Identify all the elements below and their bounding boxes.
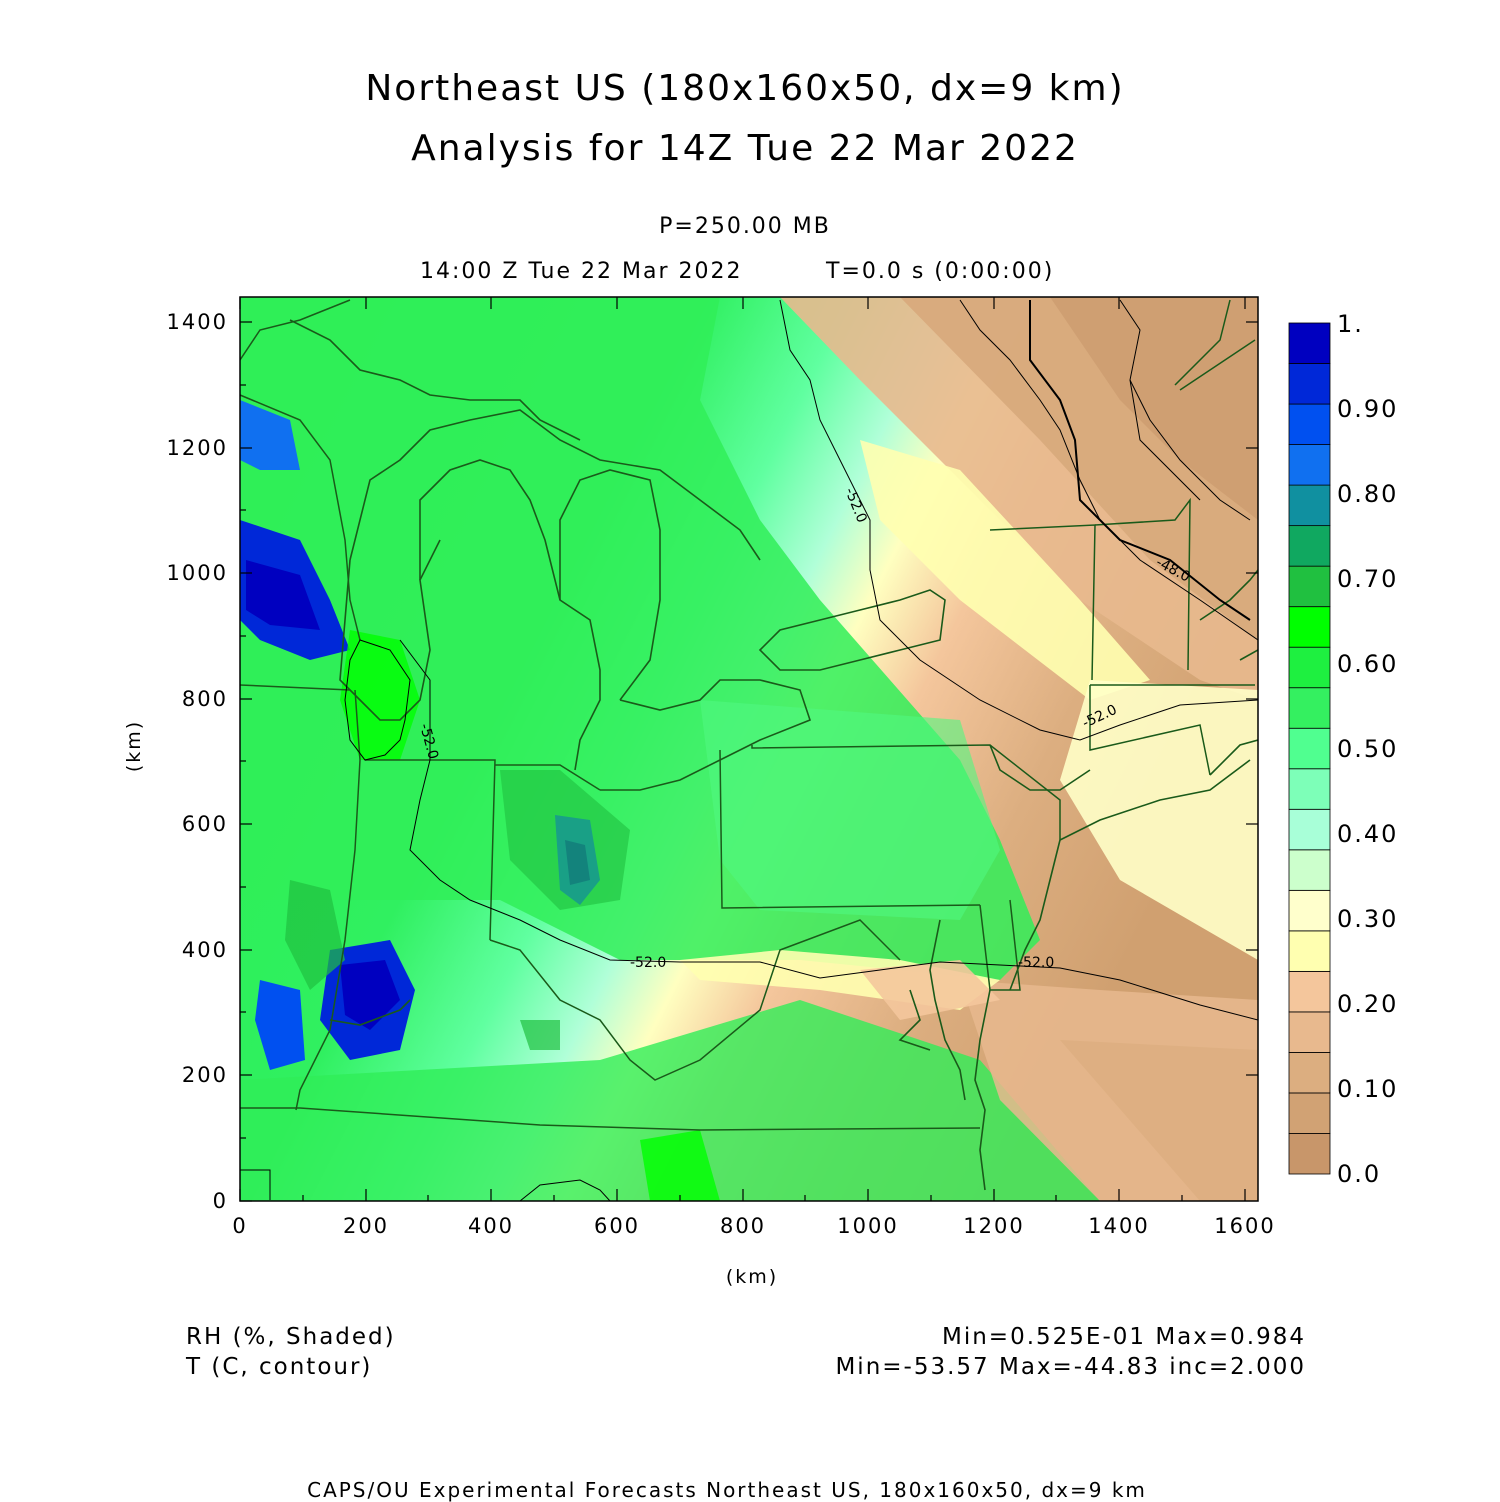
colorbar-swatch — [1288, 768, 1331, 810]
colorbar-swatch — [1288, 727, 1331, 770]
x-tick-label: 0 — [232, 1214, 248, 1238]
colorbar-swatch — [1288, 808, 1331, 851]
colorbar-label: 0.90 — [1337, 395, 1399, 423]
forecast-time: T=0.0 s (0:00:00) — [826, 259, 1055, 284]
y-tick-label: 0 — [212, 1189, 228, 1213]
colorbar-swatch — [1288, 606, 1331, 648]
colorbar-label: 0.20 — [1337, 990, 1399, 1018]
colorbar-swatch — [1288, 646, 1331, 689]
colorbar-label: 0.30 — [1337, 905, 1399, 933]
level-label: P=250.00 MB — [659, 214, 831, 239]
colorbar-label: 1. — [1337, 310, 1364, 338]
contour-label: -52.0 — [630, 955, 666, 971]
x-axis-label: (km) — [725, 1266, 779, 1288]
y-tick-label: 1400 — [166, 310, 228, 334]
y-tick-label: 200 — [181, 1063, 228, 1087]
colorbar-swatch — [1288, 322, 1331, 364]
x-tick-label: 200 — [342, 1214, 390, 1238]
colorbar-label: 0.40 — [1337, 820, 1399, 848]
y-tick-label: 400 — [181, 938, 228, 962]
colorbar-swatch — [1288, 687, 1331, 729]
y-tick-label: 1200 — [166, 436, 228, 460]
x-tick-label: 1200 — [963, 1214, 1025, 1238]
t-legend: T (C, contour) — [186, 1354, 373, 1380]
t-stats: Min=-53.57 Max=-44.83 inc=2.000 — [835, 1354, 1306, 1380]
colorbar-label: 0.80 — [1337, 480, 1399, 508]
colorbar-swatch — [1288, 1092, 1331, 1134]
x-tick-label: 400 — [467, 1214, 515, 1238]
title-line-2: Analysis for 14Z Tue 22 Mar 2022 — [411, 128, 1079, 169]
x-tick-label: 800 — [719, 1214, 767, 1238]
colorbar-swatch — [1288, 970, 1331, 1013]
colorbar-swatch — [1288, 565, 1331, 608]
x-tick-label: 600 — [593, 1214, 641, 1238]
rh-legend: RH (%, Shaded) — [186, 1324, 396, 1350]
colorbar-swatch — [1288, 1133, 1331, 1175]
rh-shading — [240, 297, 1258, 1201]
colorbar-swatch — [1288, 484, 1331, 527]
axis-ticks — [239, 297, 1258, 1202]
colorbar-swatch — [1288, 525, 1331, 567]
y-tick-label: 600 — [181, 812, 228, 836]
footer-caption: CAPS/OU Experimental Forecasts Northeast… — [307, 1478, 1147, 1502]
plot-frame — [239, 296, 1259, 1202]
colorbar-swatch — [1288, 1052, 1331, 1094]
temperature-contours — [240, 299, 1258, 1201]
colorbar-label: 0.60 — [1337, 650, 1399, 678]
colorbar-swatch — [1288, 849, 1331, 891]
coastlines — [289, 319, 1258, 1191]
y-tick-label: 800 — [181, 687, 228, 711]
colorbar-label: 0.10 — [1337, 1075, 1399, 1103]
colorbar — [1288, 322, 1331, 1175]
y-tick-label: 1000 — [166, 561, 228, 585]
x-tick-label: 1400 — [1088, 1214, 1150, 1238]
state-boundaries — [240, 299, 1256, 1131]
title-line-1: Northeast US (180x160x50, dx=9 km) — [365, 68, 1125, 109]
colorbar-swatch — [1288, 363, 1331, 405]
x-tick-label: 1000 — [837, 1214, 899, 1238]
colorbar-swatch — [1288, 930, 1331, 972]
contour-label: -52.0 — [1018, 955, 1054, 971]
colorbar-swatch — [1288, 889, 1331, 932]
valid-time: 14:00 Z Tue 22 Mar 2022 — [420, 259, 743, 284]
colorbar-label: 0.70 — [1337, 565, 1399, 593]
colorbar-swatch — [1288, 1011, 1331, 1053]
x-tick-label: 1600 — [1214, 1214, 1276, 1238]
colorbar-swatch — [1288, 403, 1331, 445]
colorbar-label: 0.0 — [1337, 1160, 1382, 1188]
rh-stats: Min=0.525E-01 Max=0.984 — [941, 1324, 1306, 1350]
colorbar-swatch — [1288, 444, 1331, 486]
colorbar-label: 0.50 — [1337, 735, 1399, 763]
y-axis-label: (km) — [123, 719, 146, 773]
